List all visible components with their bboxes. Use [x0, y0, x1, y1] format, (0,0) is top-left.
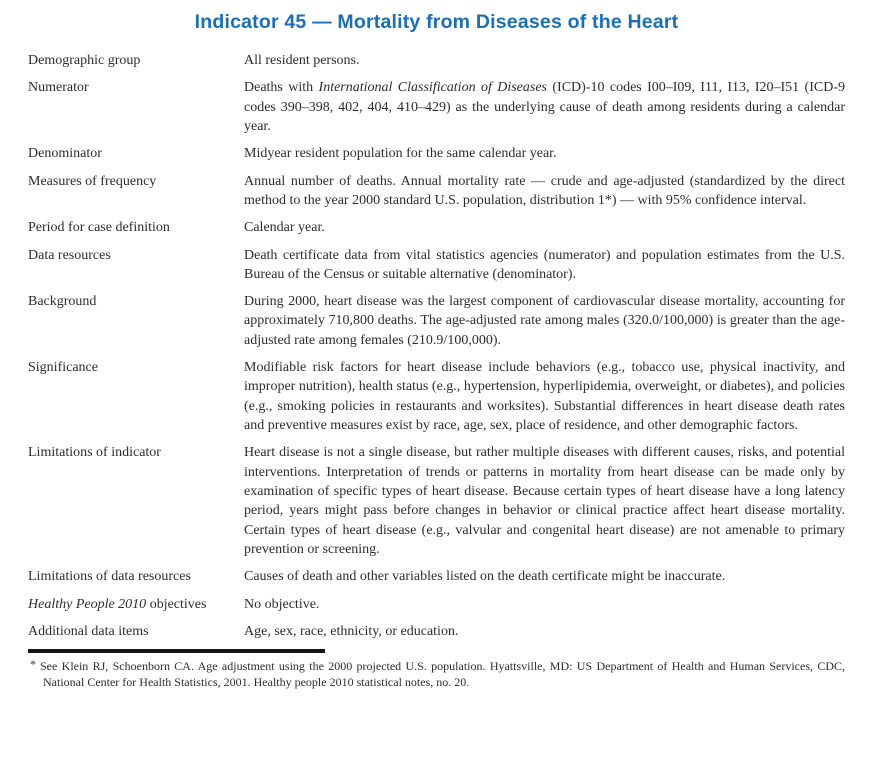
row-value: Death certificate data from vital statis…: [244, 247, 845, 282]
row-value: Causes of death and other variables list…: [244, 569, 726, 585]
table-row: Numerator Deaths with International Clas…: [28, 78, 845, 136]
row-value: Heart disease is not a single disease, b…: [244, 445, 845, 557]
row-value: No objective.: [244, 596, 320, 612]
row-label: Healthy People 2010 objectives: [28, 596, 207, 612]
table-row: Denominator Midyear resident population …: [28, 144, 845, 163]
row-label: Background: [28, 294, 97, 310]
definition-table: Demographic group All resident persons. …: [28, 51, 845, 641]
table-bottom-rule: [28, 649, 325, 654]
table-row: Demographic group All resident persons.: [28, 51, 845, 70]
row-value: Midyear resident population for the same…: [244, 146, 557, 162]
table-row: Measures of frequency Annual number of d…: [28, 172, 845, 211]
row-label: Data resources: [28, 247, 111, 263]
row-value: Annual number of deaths. Annual mortalit…: [244, 173, 845, 208]
table-row: Limitations of indicator Heart disease i…: [28, 443, 845, 559]
row-value: All resident persons.: [244, 53, 360, 68]
table-row: Additional data items Age, sex, race, et…: [28, 622, 845, 641]
row-label: Additional data items: [28, 623, 149, 639]
row-label: Significance: [28, 360, 98, 376]
row-label: Denominator: [28, 146, 102, 162]
table-row: Significance Modifiable risk factors for…: [28, 358, 845, 435]
row-label: Period for case definition: [28, 220, 170, 236]
row-value: Calendar year.: [244, 220, 325, 236]
row-value: Age, sex, race, ethnicity, or education.: [244, 623, 459, 639]
row-label: Limitations of indicator: [28, 445, 161, 461]
row-label: Demographic group: [28, 53, 141, 68]
row-value: Deaths with International Classification…: [244, 80, 845, 134]
row-label: Numerator: [28, 80, 89, 96]
table-row: Background During 2000, heart disease wa…: [28, 292, 845, 350]
footnote: * See Klein RJ, Schoenborn CA. Age adjust…: [28, 657, 845, 690]
table-row: Period for case definition Calendar year…: [28, 218, 845, 237]
table-row: Data resources Death certificate data fr…: [28, 246, 845, 285]
page-title: Indicator 45 — Mortality from Diseases o…: [194, 11, 679, 33]
footnote-marker: *: [30, 657, 36, 672]
row-label: Measures of frequency: [28, 173, 157, 189]
row-label: Limitations of data resources: [28, 569, 191, 585]
footnote-text: See Klein RJ, Schoenborn CA. Age adjustm…: [40, 659, 845, 690]
row-value: Modifiable risk factors for heart diseas…: [244, 360, 845, 433]
row-value: During 2000, heart disease was the large…: [244, 294, 845, 348]
table-row: Limitations of data resources Causes of …: [28, 567, 845, 586]
table-row: Healthy People 2010 objectives No object…: [28, 595, 845, 614]
